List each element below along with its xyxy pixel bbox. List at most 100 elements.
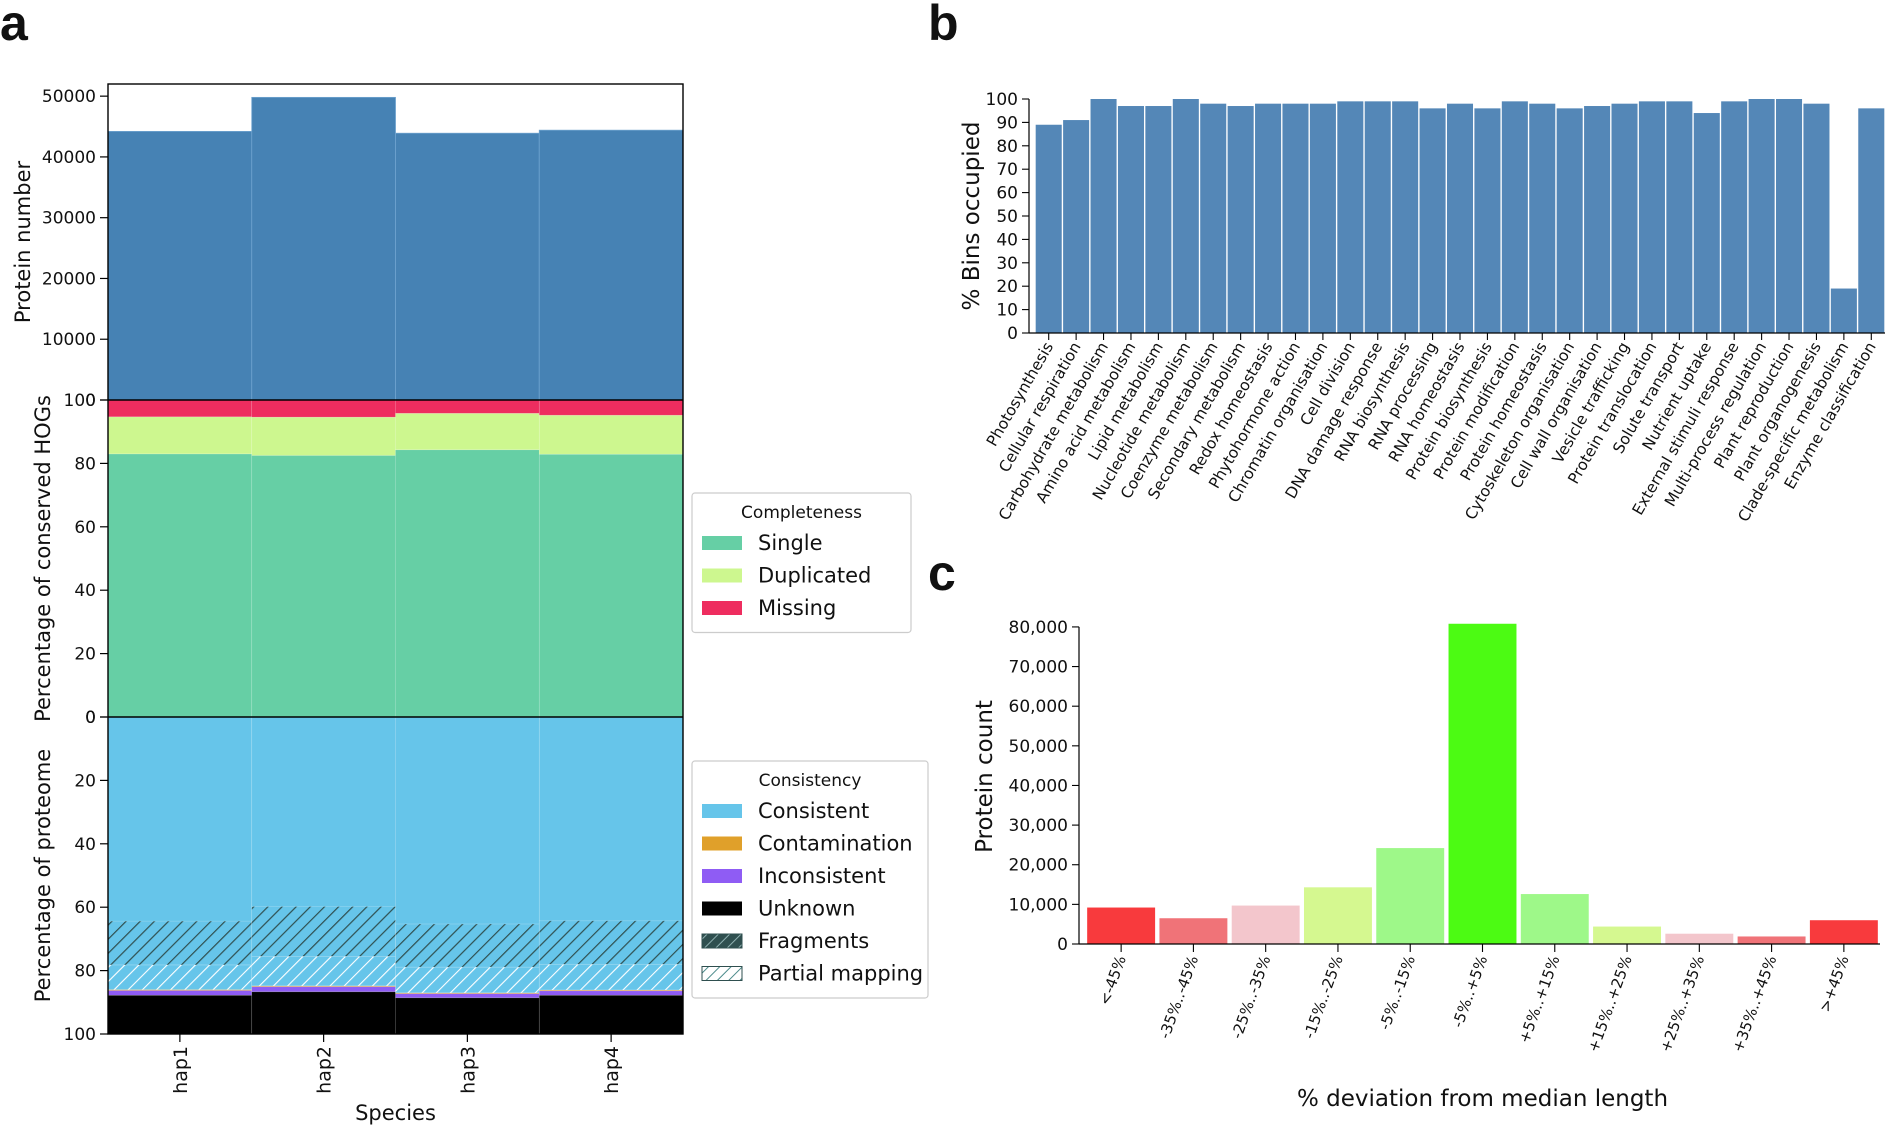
consistency-legend-box	[691, 760, 929, 999]
bins-bar-15	[1446, 103, 1474, 334]
panel-a-frame	[107, 83, 684, 1035]
bins-y-tick-label: 40	[996, 230, 1018, 250]
deviation-category-label: +15%..+25%	[1584, 953, 1636, 1054]
consistency-legend-swatch	[702, 804, 742, 818]
bins-bar-24	[1693, 113, 1720, 333]
consistency-bar-unknown-hap4	[538, 995, 684, 1035]
consistency-bar-inconsistent-hap1	[107, 990, 253, 996]
deviation-category-label: +25%..+35%	[1656, 953, 1708, 1054]
deviation-category-label: <-45%	[1095, 953, 1129, 1007]
consistency-overlay-partial-mapping-hap4	[538, 963, 684, 991]
consistency-legend-swatch	[702, 869, 742, 883]
deviation-y-label: Protein count	[972, 700, 998, 853]
deviation-y-tick-label: 60,000	[1009, 697, 1068, 717]
bins-bar-11	[1337, 101, 1364, 333]
panel-label-c: c	[928, 545, 956, 601]
deviation-bar-7	[1593, 926, 1662, 944]
completeness-bar-missing-hap2	[251, 399, 396, 418]
consistency-y-tick-label: 60	[74, 898, 96, 918]
deviation-category-label: -5%..-15%	[1376, 953, 1419, 1032]
deviation-bar-8	[1665, 933, 1734, 944]
deviation-bar-1	[1159, 918, 1228, 944]
protein-number-y-tick-label: 40000	[42, 148, 96, 168]
bins-bar-16	[1474, 108, 1501, 333]
completeness-bar-duplicated-hap4	[538, 414, 684, 455]
protein-number-y-tick-label: 10000	[42, 330, 96, 350]
deviation-y-tick-label: 0	[1057, 935, 1068, 955]
consistency-legend-swatch	[701, 933, 743, 949]
bins-y-tick-label: 90	[996, 113, 1018, 133]
consistency-y-tick-label: 80	[74, 962, 96, 982]
panel-c-chart: <-45% -35%..-45% -25%..-35% -15%..-25% -5%..…	[972, 618, 1880, 1112]
species-tick-label: hap4	[601, 1046, 623, 1094]
completeness-legend-swatch	[702, 536, 742, 550]
consistency-bar-inconsistent-hap3	[395, 993, 540, 999]
bins-bar-25	[1721, 101, 1748, 333]
consistency-bar-unknown-hap3	[395, 997, 540, 1035]
bins-bar-1	[1063, 120, 1090, 333]
bins-bar-28	[1803, 103, 1830, 334]
bins-bar-12	[1364, 101, 1391, 333]
deviation-category-label: >+45%	[1816, 953, 1853, 1014]
bins-y-tick-label: 0	[1007, 324, 1018, 344]
deviation-bar-2	[1231, 905, 1300, 944]
deviation-category-label: -25%..-35%	[1228, 953, 1275, 1041]
completeness-legend-title: Completeness	[741, 503, 862, 523]
consistency-y-tick-label: 100	[64, 1025, 96, 1045]
deviation-y-tick-label: 40,000	[1009, 776, 1068, 796]
bins-bar-5	[1172, 99, 1199, 333]
consistency-overlay-fragments-hap4	[538, 920, 684, 965]
deviation-category-label: -35%..-45%	[1155, 953, 1202, 1041]
bins-bar-2	[1090, 99, 1117, 333]
deviation-bar-0	[1087, 907, 1156, 944]
bins-bar-9	[1282, 103, 1309, 334]
bins-bar-14	[1419, 108, 1446, 333]
consistency-legend-label: Inconsistent	[758, 864, 886, 888]
deviation-y-tick-label: 20,000	[1009, 856, 1068, 876]
bins-y-tick-label: 30	[996, 254, 1018, 274]
panel-label-a: a	[0, 0, 29, 51]
completeness-y-tick-label: 100	[64, 391, 96, 411]
completeness-bar-single-hap2	[251, 455, 396, 718]
consistency-legend-swatch	[702, 901, 742, 916]
completeness-bar-missing-hap4	[538, 399, 684, 416]
consistency-legend-label: Partial mapping	[758, 962, 923, 986]
bins-y-tick-label: 10	[996, 301, 1018, 321]
completeness-bar-single-hap3	[395, 449, 540, 718]
consistency-legend-swatch	[702, 836, 742, 851]
consistency-legend-label: Consistent	[758, 799, 869, 823]
deviation-category-label: -5%..+5%	[1449, 953, 1492, 1030]
bins-y-tick-label: 60	[996, 184, 1018, 204]
deviation-y-tick-label: 70,000	[1009, 658, 1068, 678]
protein-number-bar-hap4	[538, 129, 684, 401]
completeness-legend-label: Single	[758, 531, 823, 555]
bins-bar-27	[1776, 99, 1803, 333]
bins-bar-22	[1638, 101, 1665, 333]
consistency-bar-inconsistent-hap2	[251, 986, 396, 993]
consistency-legend-label: Fragments	[758, 929, 869, 953]
consistency-overlay-partial-mapping-hap3	[395, 966, 540, 994]
species-tick-label: hap2	[314, 1046, 336, 1094]
protein-number-bar-hap1	[107, 130, 253, 401]
consistency-overlay-fragments-hap2	[251, 906, 396, 957]
consistency-overlay-partial-mapping-hap1	[107, 964, 253, 990]
panel-label-b: b	[928, 0, 959, 51]
protein-number-bar-hap2	[251, 96, 396, 401]
completeness-legend-label: Duplicated	[758, 564, 871, 588]
bins-bar-6	[1200, 103, 1227, 334]
completeness-bar-single-hap4	[538, 453, 684, 718]
consistency-y-tick-label: 0	[85, 708, 96, 728]
bins-bar-8	[1255, 103, 1282, 334]
deviation-y-tick-label: 10,000	[1009, 895, 1068, 915]
completeness-y-tick-label: 0	[85, 708, 96, 728]
deviation-bar-10	[1809, 920, 1878, 944]
deviation-bar-6	[1520, 894, 1589, 944]
deviation-bar-4	[1376, 848, 1445, 944]
panel-a-chart: 0 10000 20000 30000 40000 50000 Protein number…	[11, 83, 929, 1125]
bins-bar-18	[1529, 103, 1556, 334]
consistency-overlay-fragments-hap3	[395, 923, 540, 968]
protein-number-y-tick-label: 0	[85, 391, 96, 411]
deviation-category-label: +5%..+15%	[1515, 953, 1563, 1045]
